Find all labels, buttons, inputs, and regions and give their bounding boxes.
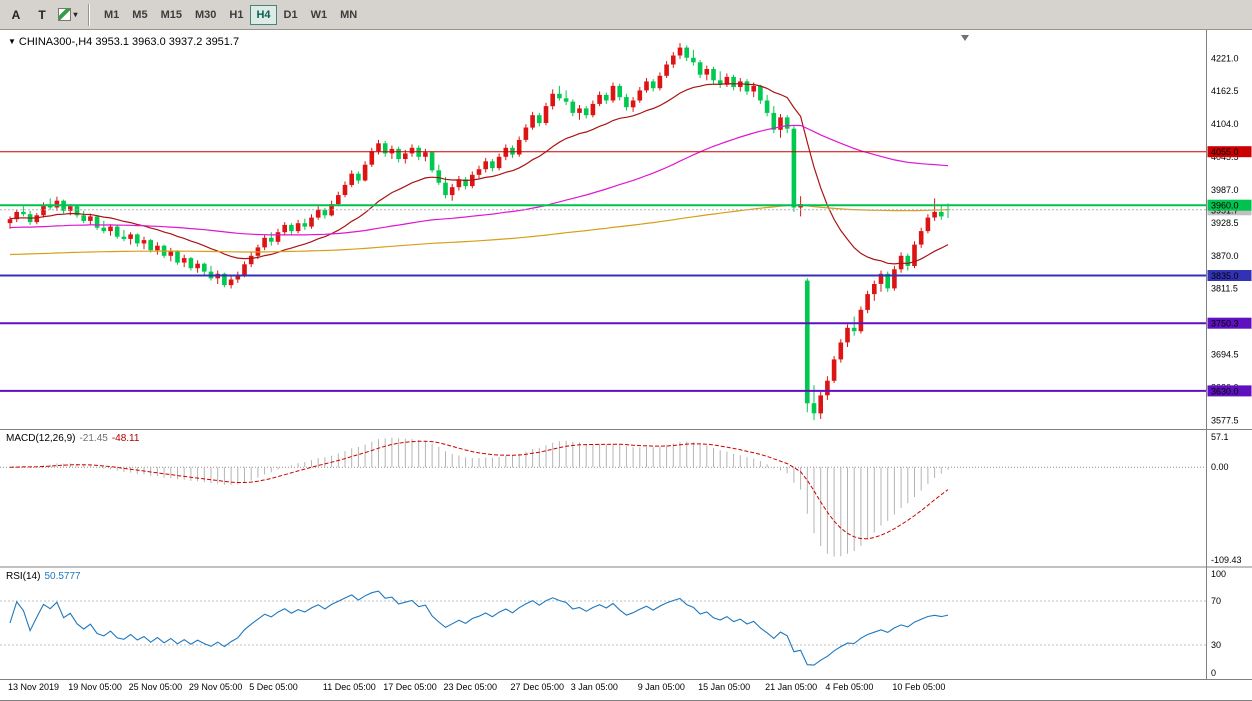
svg-text:3811.5: 3811.5	[1211, 284, 1238, 294]
pane-dividers	[0, 30, 1252, 701]
rsi-pane	[0, 590, 1207, 666]
rsi-axis[interactable]: 100 70 30 0	[1211, 569, 1226, 678]
toolbar-separator	[88, 3, 90, 26]
svg-text:0: 0	[1211, 668, 1216, 678]
ma-fast-line	[9, 82, 949, 265]
ma-mid-line	[9, 124, 949, 236]
toolbar: A T ▾ M1 M5 M15 M30 H1 H4 D1 W1 MN	[0, 0, 1252, 30]
timeframe-button-h1[interactable]: H1	[229, 8, 244, 21]
svg-text:4 Feb 05:00: 4 Feb 05:00	[825, 682, 873, 692]
svg-text:21 Jan 05:00: 21 Jan 05:00	[765, 682, 817, 692]
svg-text:70: 70	[1211, 596, 1221, 606]
macd-signal-value: -48.11	[111, 433, 140, 444]
time-axis[interactable]: 13 Nov 2019 19 Nov 05:00 25 Nov 05:00 29 No…	[8, 682, 945, 692]
svg-text:10 Feb 05:00: 10 Feb 05:00	[892, 682, 945, 692]
timeframe-button-m5[interactable]: M5	[132, 8, 148, 21]
svg-text:17 Dec 05:00: 17 Dec 05:00	[383, 682, 437, 692]
svg-text:9 Jan 05:00: 9 Jan 05:00	[638, 682, 685, 692]
ohlc-values: 3953.1 3963.0 3937.2 3951.7	[95, 36, 240, 48]
timeframe-button-w1[interactable]: W1	[310, 8, 328, 21]
timeframe-button-m15[interactable]: M15	[160, 8, 182, 21]
svg-text:13 Nov 2019: 13 Nov 2019	[8, 682, 59, 692]
candles-layer	[7, 43, 951, 421]
timeframe-button-d1[interactable]: D1	[283, 8, 298, 21]
macd-pane	[0, 437, 1207, 557]
macd-indicator-label: MACD(12,26,9) -21.45 -48.11	[6, 433, 139, 444]
macd-main-value: -21.45	[79, 433, 108, 444]
timeframe-button-m1[interactable]: M1	[104, 8, 120, 21]
svg-text:-109.43: -109.43	[1211, 555, 1242, 565]
macd-axis[interactable]: 57.1 0.00 -109.43	[1211, 432, 1242, 565]
timeframe-button-m30[interactable]: M30	[194, 8, 217, 21]
chart-canvas[interactable]: 4221.04162.54104.04045.53987.03928.53870…	[0, 30, 1252, 701]
timeframe-button-mn[interactable]: MN	[340, 8, 358, 21]
shift-marker	[961, 35, 969, 41]
svg-text:30: 30	[1211, 640, 1221, 650]
svg-text:3694.5: 3694.5	[1211, 350, 1239, 360]
svg-text:19 Nov 05:00: 19 Nov 05:00	[68, 682, 122, 692]
svg-text:25 Nov 05:00: 25 Nov 05:00	[129, 682, 183, 692]
svg-text:11 Dec 05:00: 11 Dec 05:00	[323, 682, 376, 692]
svg-text:3928.5: 3928.5	[1211, 218, 1239, 228]
svg-text:3750.3: 3750.3	[1211, 319, 1239, 329]
horizontal-lines	[0, 151, 1207, 392]
symbol-dropdown-icon[interactable]: ▼	[8, 37, 16, 46]
svg-text:3870.0: 3870.0	[1211, 251, 1239, 261]
objects-dropdown-button[interactable]: ▾	[56, 4, 80, 26]
svg-text:3987.0: 3987.0	[1211, 185, 1239, 195]
svg-text:57.1: 57.1	[1211, 432, 1229, 442]
chart-header: ▼ CHINA300-,H4 3953.1 3963.0 3937.2 3951.…	[8, 36, 239, 48]
draw-style-icon	[58, 8, 72, 21]
price-axis[interactable]: 4221.04162.54104.04045.53987.03928.53870…	[1207, 53, 1252, 425]
macd-title: MACD(12,26,9)	[6, 433, 76, 444]
timeframe-buttons: M1 M5 M15 M30 H1 H4 D1 W1 MN	[98, 4, 363, 25]
svg-text:3 Jan 05:00: 3 Jan 05:00	[571, 682, 618, 692]
rsi-value: 50.5777	[44, 571, 81, 582]
arrow-tool-button[interactable]: A	[11, 7, 21, 22]
svg-text:27 Dec 05:00: 27 Dec 05:00	[511, 682, 565, 692]
svg-text:4221.0: 4221.0	[1211, 53, 1239, 63]
svg-text:3630.0: 3630.0	[1211, 386, 1239, 396]
svg-text:4055.0: 4055.0	[1211, 147, 1239, 157]
svg-text:5 Dec 05:00: 5 Dec 05:00	[249, 682, 298, 692]
svg-text:15 Jan 05:00: 15 Jan 05:00	[698, 682, 750, 692]
svg-text:3577.5: 3577.5	[1211, 415, 1239, 425]
svg-text:3835.0: 3835.0	[1211, 271, 1239, 281]
text-tool-button[interactable]: T	[38, 7, 46, 22]
chevron-down-icon: ▾	[73, 10, 78, 19]
symbol-timeframe-label: CHINA300-,H4	[18, 36, 93, 48]
rsi-title: RSI(14)	[6, 571, 41, 582]
svg-text:0.00: 0.00	[1211, 462, 1229, 472]
svg-text:3960.0: 3960.0	[1211, 201, 1239, 211]
svg-text:23 Dec 05:00: 23 Dec 05:00	[444, 682, 498, 692]
timeframe-button-h4[interactable]: H4	[250, 4, 277, 25]
svg-text:100: 100	[1211, 569, 1226, 579]
svg-text:29 Nov 05:00: 29 Nov 05:00	[189, 682, 243, 692]
rsi-indicator-label: RSI(14) 50.5777	[6, 571, 81, 582]
svg-text:4104.0: 4104.0	[1211, 119, 1239, 129]
svg-text:4162.5: 4162.5	[1211, 86, 1239, 96]
